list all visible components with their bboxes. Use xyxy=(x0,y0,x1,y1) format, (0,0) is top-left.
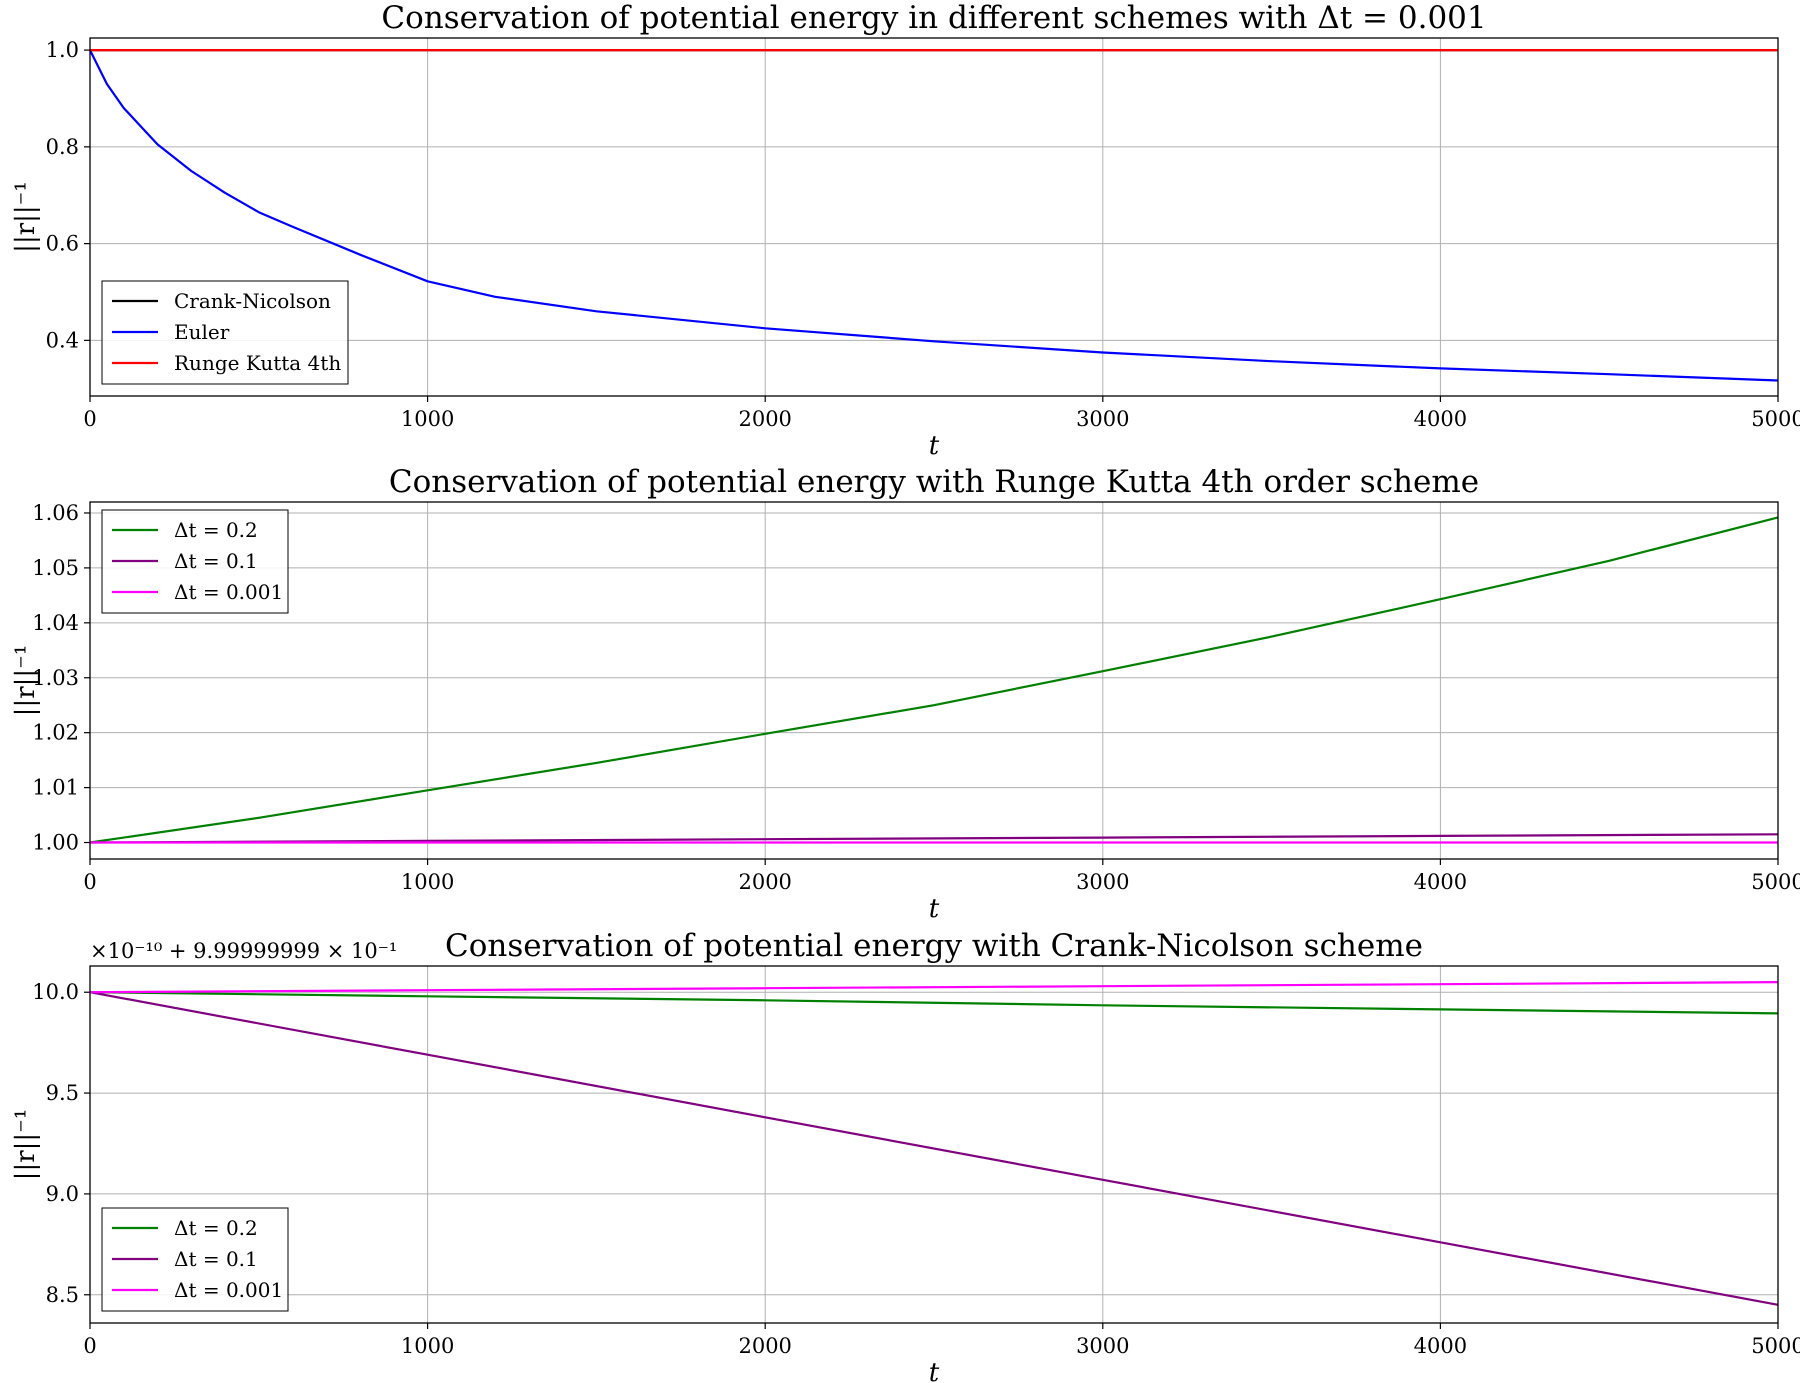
x-ticks: 0 1000 2000 3000 4000 5000 xyxy=(83,396,1800,431)
x-tick-label: 5000 xyxy=(1751,1334,1800,1358)
chart-title: Conservation of potential energy with Ru… xyxy=(389,464,1479,500)
y-tick-label: 0.4 xyxy=(46,328,79,352)
x-tick-label: 4000 xyxy=(1414,407,1467,431)
y-tick-label: 0.8 xyxy=(46,135,79,159)
y-axis-label: ||r||⁻¹ xyxy=(11,181,41,253)
legend: Δt = 0.2 Δt = 0.1 Δt = 0.001 xyxy=(101,509,289,614)
y-tick-label: 1.04 xyxy=(32,611,79,635)
x-tick-label: 2000 xyxy=(738,870,791,894)
legend-box xyxy=(101,509,289,614)
y-ticks: 8.5 9.0 9.5 10.0 xyxy=(32,980,90,1307)
x-tick-label: 2000 xyxy=(738,1334,791,1358)
y-offset-text: ×10⁻¹⁰ + 9.99999999 × 10⁻¹ xyxy=(90,939,397,963)
plot-frame xyxy=(89,501,1779,860)
chart-title: Conservation of potential energy in diff… xyxy=(381,0,1486,36)
panel-euler-rk4-cn: Conservation of potential energy in diff… xyxy=(11,0,1800,461)
x-tick-label: 3000 xyxy=(1076,870,1129,894)
y-tick-label: 1.01 xyxy=(32,776,79,800)
y-tick-label: 1.00 xyxy=(32,831,79,855)
series-lines xyxy=(89,980,1779,1306)
x-tick-label: 4000 xyxy=(1414,870,1467,894)
x-tick-label: 3000 xyxy=(1076,407,1129,431)
series-line xyxy=(89,49,1779,382)
x-ticks: 0 1000 2000 3000 4000 5000 xyxy=(83,1323,1800,1358)
panel-rk4-timesteps: Conservation of potential energy with Ru… xyxy=(11,464,1800,924)
x-axis-label: t xyxy=(929,431,940,461)
series-line xyxy=(89,980,1779,994)
x-tick-label: 3000 xyxy=(1076,1334,1129,1358)
y-tick-label: 10.0 xyxy=(32,980,79,1004)
y-ticks: 1.00 1.01 1.02 1.03 1.04 1.05 1.06 xyxy=(32,501,90,855)
y-ticks: 0.4 0.6 0.8 1.0 xyxy=(46,38,90,352)
y-axis-label: ||r||⁻¹ xyxy=(11,1109,41,1181)
panel-crank-nicolson-timesteps: Conservation of potential energy with Cr… xyxy=(11,928,1800,1383)
series-line xyxy=(89,991,1779,1306)
chart-title: Conservation of potential energy with Cr… xyxy=(445,928,1423,964)
x-tick-label: 2000 xyxy=(738,407,791,431)
series-line xyxy=(89,516,1779,844)
y-tick-label: 9.0 xyxy=(46,1182,79,1206)
y-tick-label: 1.0 xyxy=(46,38,79,62)
x-tick-label: 0 xyxy=(83,407,96,431)
y-tick-label: 1.03 xyxy=(32,666,79,690)
series-lines xyxy=(89,48,1779,382)
plot-frame xyxy=(89,37,1779,397)
legend-label: Crank-Nicolson xyxy=(174,289,331,313)
series-lines xyxy=(89,516,1779,844)
x-tick-label: 4000 xyxy=(1414,1334,1467,1358)
x-axis-label: t xyxy=(929,1358,940,1383)
y-tick-label: 1.06 xyxy=(32,501,79,525)
legend-label: Δt = 0.2 xyxy=(174,518,258,542)
series-line xyxy=(89,991,1779,1015)
x-tick-label: 0 xyxy=(83,870,96,894)
y-tick-label: 1.02 xyxy=(32,721,79,745)
x-tick-label: 1000 xyxy=(401,1334,454,1358)
gridlines xyxy=(89,502,1779,859)
y-tick-label: 1.05 xyxy=(32,556,79,580)
legend: Crank-Nicolson Euler Runge Kutta 4th xyxy=(101,280,349,385)
legend-label: Δt = 0.001 xyxy=(174,1278,283,1302)
plot-frame xyxy=(89,965,1779,1324)
x-tick-label: 5000 xyxy=(1751,870,1800,894)
legend-label: Δt = 0.1 xyxy=(174,549,258,573)
legend: Δt = 0.2 Δt = 0.1 Δt = 0.001 xyxy=(101,1207,289,1312)
y-axis-label: ||r||⁻¹ xyxy=(11,645,41,717)
x-axis-label: t xyxy=(929,894,940,924)
y-tick-label: 8.5 xyxy=(46,1283,79,1307)
x-tick-label: 0 xyxy=(83,1334,96,1358)
legend-label: Runge Kutta 4th xyxy=(174,351,341,375)
legend-label: Δt = 0.2 xyxy=(174,1216,258,1240)
x-tick-label: 1000 xyxy=(401,870,454,894)
legend-label: Δt = 0.1 xyxy=(174,1247,258,1271)
series-line xyxy=(89,833,1779,844)
gridlines xyxy=(89,966,1779,1323)
y-tick-label: 9.5 xyxy=(46,1081,79,1105)
x-ticks: 0 1000 2000 3000 4000 5000 xyxy=(83,859,1800,894)
x-tick-label: 1000 xyxy=(401,407,454,431)
legend-label: Euler xyxy=(174,320,230,344)
y-tick-label: 0.6 xyxy=(46,232,79,256)
x-tick-label: 5000 xyxy=(1751,407,1800,431)
legend-label: Δt = 0.001 xyxy=(174,580,283,604)
